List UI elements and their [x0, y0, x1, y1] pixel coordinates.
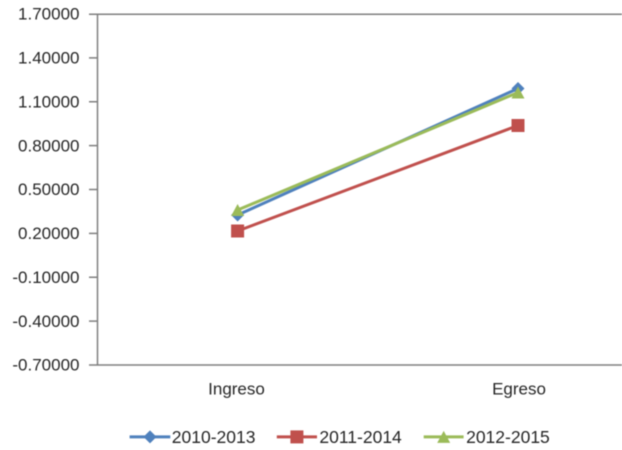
- svg-text:-0.10000: -0.10000: [12, 268, 79, 287]
- svg-text:1.40000: 1.40000: [18, 49, 79, 68]
- svg-text:1.10000: 1.10000: [18, 92, 79, 111]
- svg-text:Egreso: Egreso: [492, 380, 546, 399]
- svg-text:2012-2015: 2012-2015: [466, 427, 550, 447]
- svg-text:0.20000: 0.20000: [18, 224, 79, 243]
- svg-text:Ingreso: Ingreso: [208, 380, 265, 399]
- svg-text:2010-2013: 2010-2013: [172, 427, 256, 447]
- svg-text:0.80000: 0.80000: [18, 136, 79, 155]
- svg-text:-0.70000: -0.70000: [12, 356, 79, 375]
- svg-text:2011-2014: 2011-2014: [319, 427, 402, 447]
- svg-text:-0.40000: -0.40000: [12, 312, 79, 331]
- svg-text:1.70000: 1.70000: [18, 5, 79, 24]
- svg-text:0.50000: 0.50000: [18, 180, 79, 199]
